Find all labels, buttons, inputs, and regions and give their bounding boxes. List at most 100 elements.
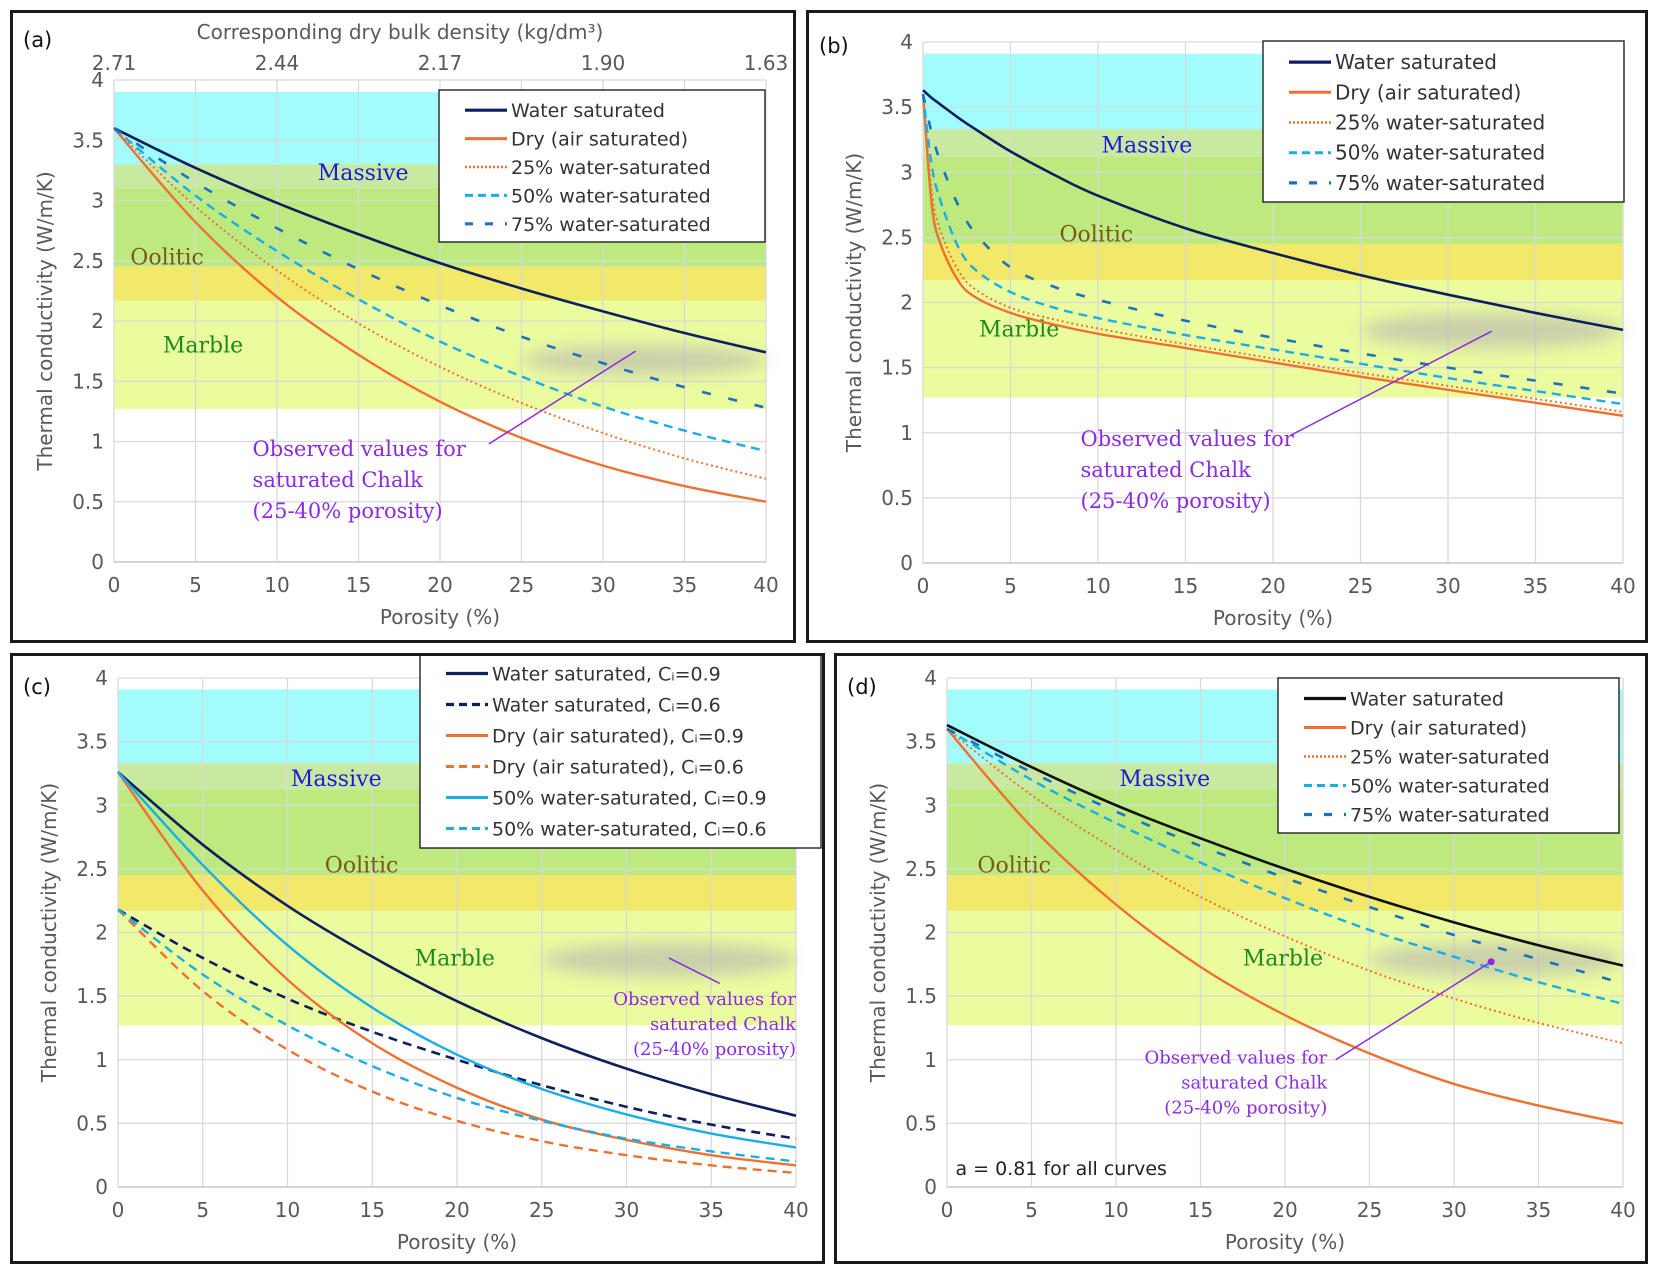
x-tick-label: 20 [1272,1198,1297,1222]
panel-d: Massive Oolitic Marble Observed values for s… [834,653,1648,1264]
band-label-massive: Massive [318,161,409,186]
y-tick-label: 4 [924,666,937,690]
x-tick-label: 0 [917,574,930,598]
y-tick-label: 3.5 [905,730,937,754]
legend: Water saturated Dry (air saturated) 25% wa… [1277,677,1620,834]
annotation-text-line: (25-40% porosity) [1164,1098,1327,1119]
panel-label: (d) [847,675,877,699]
band-label-massive: Massive [1102,134,1193,159]
y-tick-label: 1 [900,421,913,445]
x-tick-label: 20 [1260,574,1285,598]
band-label-oolitic: Oolitic [1060,222,1134,247]
y-tick-label: 3 [95,793,108,817]
band-label-marble: Marble [415,947,495,972]
x-tick-label: 25 [1348,574,1373,598]
x-tick-label: 25 [529,1198,554,1222]
y-tick-label: 1.5 [905,984,937,1008]
series-line-50-water-saturated [921,93,1624,406]
series-line-dry-air-saturated [946,728,1624,1125]
series-line-50-water-saturated-c-0-6 [117,908,797,1163]
series-line-25-water-saturated [922,94,1624,413]
band-label-marble: Marble [163,333,243,358]
secondary-x-tick-label: 2.71 [92,51,137,75]
x-tick-label: 20 [427,573,452,597]
legend-label-50-water-saturated-c-0-9: 50% water-saturated, Cᵢ=0.9 [492,788,767,810]
y-tick-label: 2.5 [72,249,104,273]
annotation-text-line: Observed values for [253,437,467,461]
observed-values-region [1360,312,1623,349]
legend-label-50-water-saturated: 50% water-saturated [1350,776,1550,798]
secondary-x-tick-label: 2.17 [418,51,463,75]
series-line-25-water-saturated [113,127,767,480]
x-tick-label: 5 [196,1198,209,1222]
legend-label-25-water-saturated: 25% water-saturated [1350,747,1550,769]
y-tick-label: 4 [95,666,108,690]
y-tick-label: 0.5 [76,1111,108,1135]
legend-label-dry-air-saturated: Dry (air saturated) [1350,718,1527,740]
x-tick-label: 40 [1610,1198,1635,1222]
y-tick-label: 4 [91,68,104,92]
legend-label-water-saturated: Water saturated [1335,50,1497,74]
x-tick-label: 10 [275,1198,300,1222]
chart-a: Massive Oolitic Marble Observed values for s… [23,20,788,629]
legend-label-25-water-saturated: 25% water-saturated [511,157,711,179]
y-tick-label: 0.5 [881,486,913,510]
series-line-dry-air-saturated [921,94,1624,418]
y-tick-label: 0.5 [905,1111,937,1135]
legend-label-water-saturated: Water saturated [511,100,665,122]
observed-values-region [541,942,796,978]
annotation-pointer [488,350,637,445]
annotation-text-line: saturated Chalk [1181,1073,1328,1094]
annotation-pointer-dot [1487,958,1495,966]
annotation-text-line: saturated Chalk [253,468,424,492]
band-label-marble: Marble [1243,947,1323,972]
series-line-75-water-saturated [921,93,1624,395]
series-line-dry-air-saturated-c-0-9 [117,771,797,1167]
y-axis-label: Thermal conductivity (W/m/K) [866,783,890,1083]
band-label-marble: Marble [979,317,1059,342]
chart-b: Massive Oolitic Marble Observed values for s… [819,30,1636,630]
y-tick-label: 2.5 [905,857,937,881]
y-axis-label: Thermal conductivity (W/m/K) [33,171,57,471]
y-tick-label: 4 [900,30,913,54]
legend-label-water-saturated-c-0-9: Water saturated, Cᵢ=0.9 [492,664,721,686]
annotation-text-line: (25-40% porosity) [1081,489,1271,513]
series-group [113,127,767,503]
y-tick-label: 0 [95,1175,108,1199]
y-axis-label: Thermal conductivity (W/m/K) [842,153,866,453]
legend-label-dry-air-saturated: Dry (air saturated) [1335,80,1521,104]
series-group [946,723,1624,1125]
y-tick-label: 3 [900,160,913,184]
series-line-water-saturated [922,89,1624,332]
legend: Water saturated, Cᵢ=0.9 Water saturated, … [419,651,822,849]
y-tick-label: 0 [91,550,104,574]
x-tick-label: 30 [614,1198,639,1222]
x-tick-label: 5 [189,573,202,597]
x-tick-label: 0 [941,1198,954,1222]
y-tick-label: 1.5 [881,356,913,380]
series-line-dry-air-saturated-c-0-6 [117,908,797,1175]
series-line-50-water-saturated-c-0-9 [117,771,797,1149]
x-tick-label: 30 [1435,574,1460,598]
band-label-oolitic: Oolitic [130,245,204,270]
legend-label-dry-air-saturated-c-0-6: Dry (air saturated), Cᵢ=0.6 [492,757,744,779]
y-tick-label: 3.5 [881,95,913,119]
x-tick-label: 40 [753,573,778,597]
series-line-50-water-saturated [946,727,1624,1005]
legend-label-25-water-saturated: 25% water-saturated [1335,111,1545,135]
annotation-text-line: Observed values for [1081,427,1295,451]
x-tick-label: 10 [264,573,289,597]
x-axis-label: Porosity (%) [380,605,500,629]
series-line-water-saturated-c-0-6 [117,908,797,1140]
observed-values-region [521,345,766,376]
x-tick-label: 0 [112,1198,125,1222]
legend-label-75-water-saturated: 75% water-saturated [1350,805,1550,827]
legend-label-water-saturated-c-0-6: Water saturated, Cᵢ=0.6 [492,695,721,717]
y-tick-label: 2 [924,921,937,945]
x-tick-label: 25 [509,573,534,597]
x-tick-label: 10 [1103,1198,1128,1222]
x-tick-label: 20 [444,1198,469,1222]
legend: Water saturated Dry (air saturated) 25% wa… [1262,40,1625,203]
y-tick-label: 1 [924,1048,937,1072]
y-tick-label: 3 [924,793,937,817]
